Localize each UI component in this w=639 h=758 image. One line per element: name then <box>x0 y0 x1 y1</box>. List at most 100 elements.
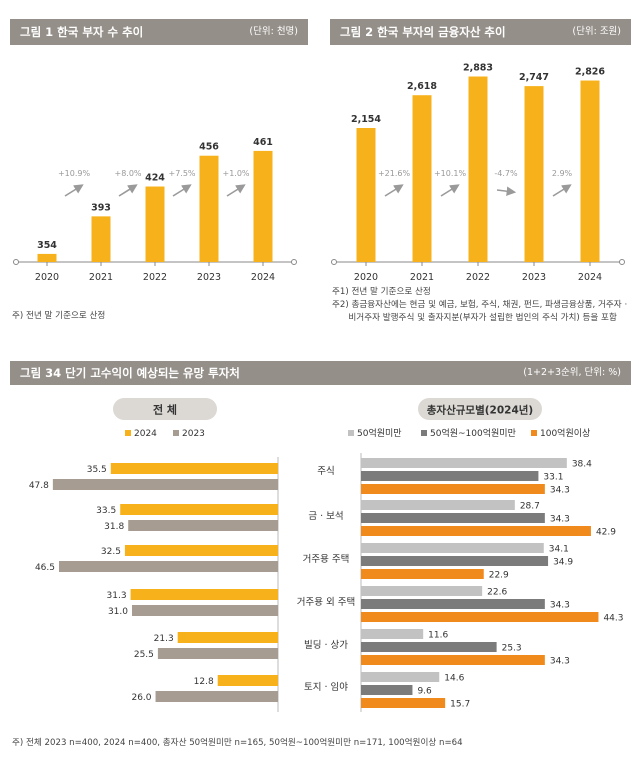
fig34-title: 그림 34 단기 고수익이 예상되는 유망 투자처 <box>20 366 240 380</box>
fig34-note: 주) 전체 2023 n=400, 2024 n=400, 총자산 50억원미만… <box>12 738 463 748</box>
right-bar-2 <box>361 698 446 708</box>
fig2-growth-arrow <box>440 184 460 197</box>
fig1-value-label: 461 <box>253 137 273 148</box>
left-bar-label: 21.3 <box>154 634 174 644</box>
fig2-bar <box>524 86 544 262</box>
fig1-growth-arrow <box>118 184 138 197</box>
fig1-growth-arrow <box>64 184 84 197</box>
left-bar-2024 <box>130 589 278 600</box>
fig2-value-label: 2,883 <box>463 62 493 73</box>
left-bar-label: 26.0 <box>131 693 151 703</box>
fig2-growth-label: +21.6% <box>378 169 411 178</box>
category-label: 주식 <box>317 466 334 477</box>
left-bar-2024 <box>120 504 278 515</box>
fig1-note: 주) 전년 말 기준으로 산정 <box>12 311 106 321</box>
fig1-bar <box>37 253 57 262</box>
right-bar-1 <box>361 599 545 609</box>
right-bar-0 <box>361 500 515 510</box>
right-bar-label: 28.7 <box>520 502 540 512</box>
legend-label-2024: 2024 <box>134 429 157 439</box>
fig1-growth-label: +8.0% <box>114 169 141 178</box>
fig1-growth-label: +7.5% <box>168 169 195 178</box>
left-bar-2024 <box>177 632 278 643</box>
fig1-bar <box>199 155 219 262</box>
fig1-growth-label: +1.0% <box>222 169 249 178</box>
left-bar-2024 <box>217 675 278 686</box>
left-bar-label: 47.8 <box>29 481 49 491</box>
fig2-growth-arrow <box>552 184 572 197</box>
right-bar-0 <box>361 672 440 682</box>
fig1-tick-label: 2021 <box>89 272 113 283</box>
right-header-label: 총자산규모별(2024년) <box>427 404 533 417</box>
fig2-growth-label: +10.1% <box>434 169 467 178</box>
fig2-note-2: 주2) 총금융자산에는 현금 및 예금, 보험, 주식, 채권, 펀드, 파생금… <box>332 300 628 310</box>
left-bar-2023 <box>58 561 278 572</box>
fig2-value-label: 2,154 <box>351 114 381 125</box>
fig1-axis-cap-right <box>291 259 297 265</box>
right-bar-label: 14.6 <box>444 674 464 684</box>
right-bar-2 <box>361 484 545 494</box>
fig1-value-label: 424 <box>145 173 165 184</box>
fig2-growth-arrow <box>496 186 517 196</box>
right-bar-0 <box>361 458 567 468</box>
right-bar-2 <box>361 612 599 622</box>
left-bar-2023 <box>157 648 278 659</box>
right-bar-label: 22.6 <box>487 588 507 598</box>
fig2-growth-label: -4.7% <box>494 169 518 178</box>
fig2-growth-arrow <box>384 184 404 197</box>
fig1-growth-arrow <box>226 184 246 197</box>
right-bar-label: 9.6 <box>417 687 432 697</box>
legend-label-5to10b: 50억원~100억원미만 <box>430 427 516 439</box>
legend-swatch-over10b <box>531 430 537 436</box>
fig2-tick-label: 2023 <box>522 272 546 283</box>
fig1-tick-label: 2022 <box>143 272 167 283</box>
fig1-header: 그림 1 한국 부자 수 추이 (단위: 천명) <box>10 19 308 45</box>
fig34-header: 그림 34 단기 고수익이 예상되는 유망 투자처 (1+2+3순위, 단위: … <box>10 361 631 385</box>
legend-swatch-2024 <box>125 430 131 436</box>
fig2-value-label: 2,747 <box>519 72 549 83</box>
right-bar-label: 11.6 <box>428 631 448 641</box>
fig2-growth-label: 2.9% <box>552 169 573 178</box>
fig1-value-label: 456 <box>199 142 219 153</box>
fig2-bar <box>412 95 432 262</box>
right-bar-0 <box>361 543 544 553</box>
category-label: 토지 · 임야 <box>304 681 348 693</box>
fig2-tick-label: 2020 <box>354 272 378 283</box>
fig1-axis-cap-left <box>13 259 19 265</box>
fig1-unit: (단위: 천명) <box>249 26 298 37</box>
right-bar-0 <box>361 629 424 639</box>
fig2-title: 그림 2 한국 부자의 금융자산 추이 <box>340 25 506 39</box>
left-bar-label: 35.5 <box>87 465 107 475</box>
left-bar-2023 <box>52 479 278 490</box>
category-label: 거주용 주택 <box>303 554 350 565</box>
fig1-value-label: 354 <box>37 240 57 251</box>
left-bar-2024 <box>110 463 278 474</box>
right-bar-1 <box>361 685 413 695</box>
fig1-bar <box>253 150 273 262</box>
right-bar-label: 34.9 <box>553 558 573 568</box>
fig2-unit: (단위: 조원) <box>572 26 621 37</box>
fig2-tick-label: 2024 <box>578 272 602 283</box>
fig2-tick-label: 2022 <box>466 272 490 283</box>
left-bar-label: 31.8 <box>104 522 124 532</box>
fig1-bar <box>91 216 111 262</box>
left-bar-2023 <box>131 605 278 616</box>
fig2-bar <box>468 76 488 262</box>
right-bar-label: 34.3 <box>550 601 570 611</box>
right-bar-label: 34.3 <box>550 486 570 496</box>
fig34-unit: (1+2+3순위, 단위: %) <box>523 367 621 378</box>
right-bar-label: 38.4 <box>572 460 592 470</box>
right-bar-label: 25.3 <box>502 644 522 654</box>
fig1-bar <box>145 186 165 262</box>
right-bar-1 <box>361 642 497 652</box>
right-bar-label: 33.1 <box>543 473 563 483</box>
fig2-value-label: 2,618 <box>407 81 437 92</box>
right-bar-label: 44.3 <box>603 614 623 624</box>
right-bar-label: 34.1 <box>549 545 569 555</box>
legend-swatch-5to10b <box>421 430 427 436</box>
right-header: 총자산규모별(2024년) <box>418 398 542 420</box>
left-bar-2023 <box>128 520 278 531</box>
legend-label-over10b: 100억원이상 <box>540 427 590 439</box>
right-bar-label: 34.3 <box>550 515 570 525</box>
fig2-bar <box>356 128 376 262</box>
